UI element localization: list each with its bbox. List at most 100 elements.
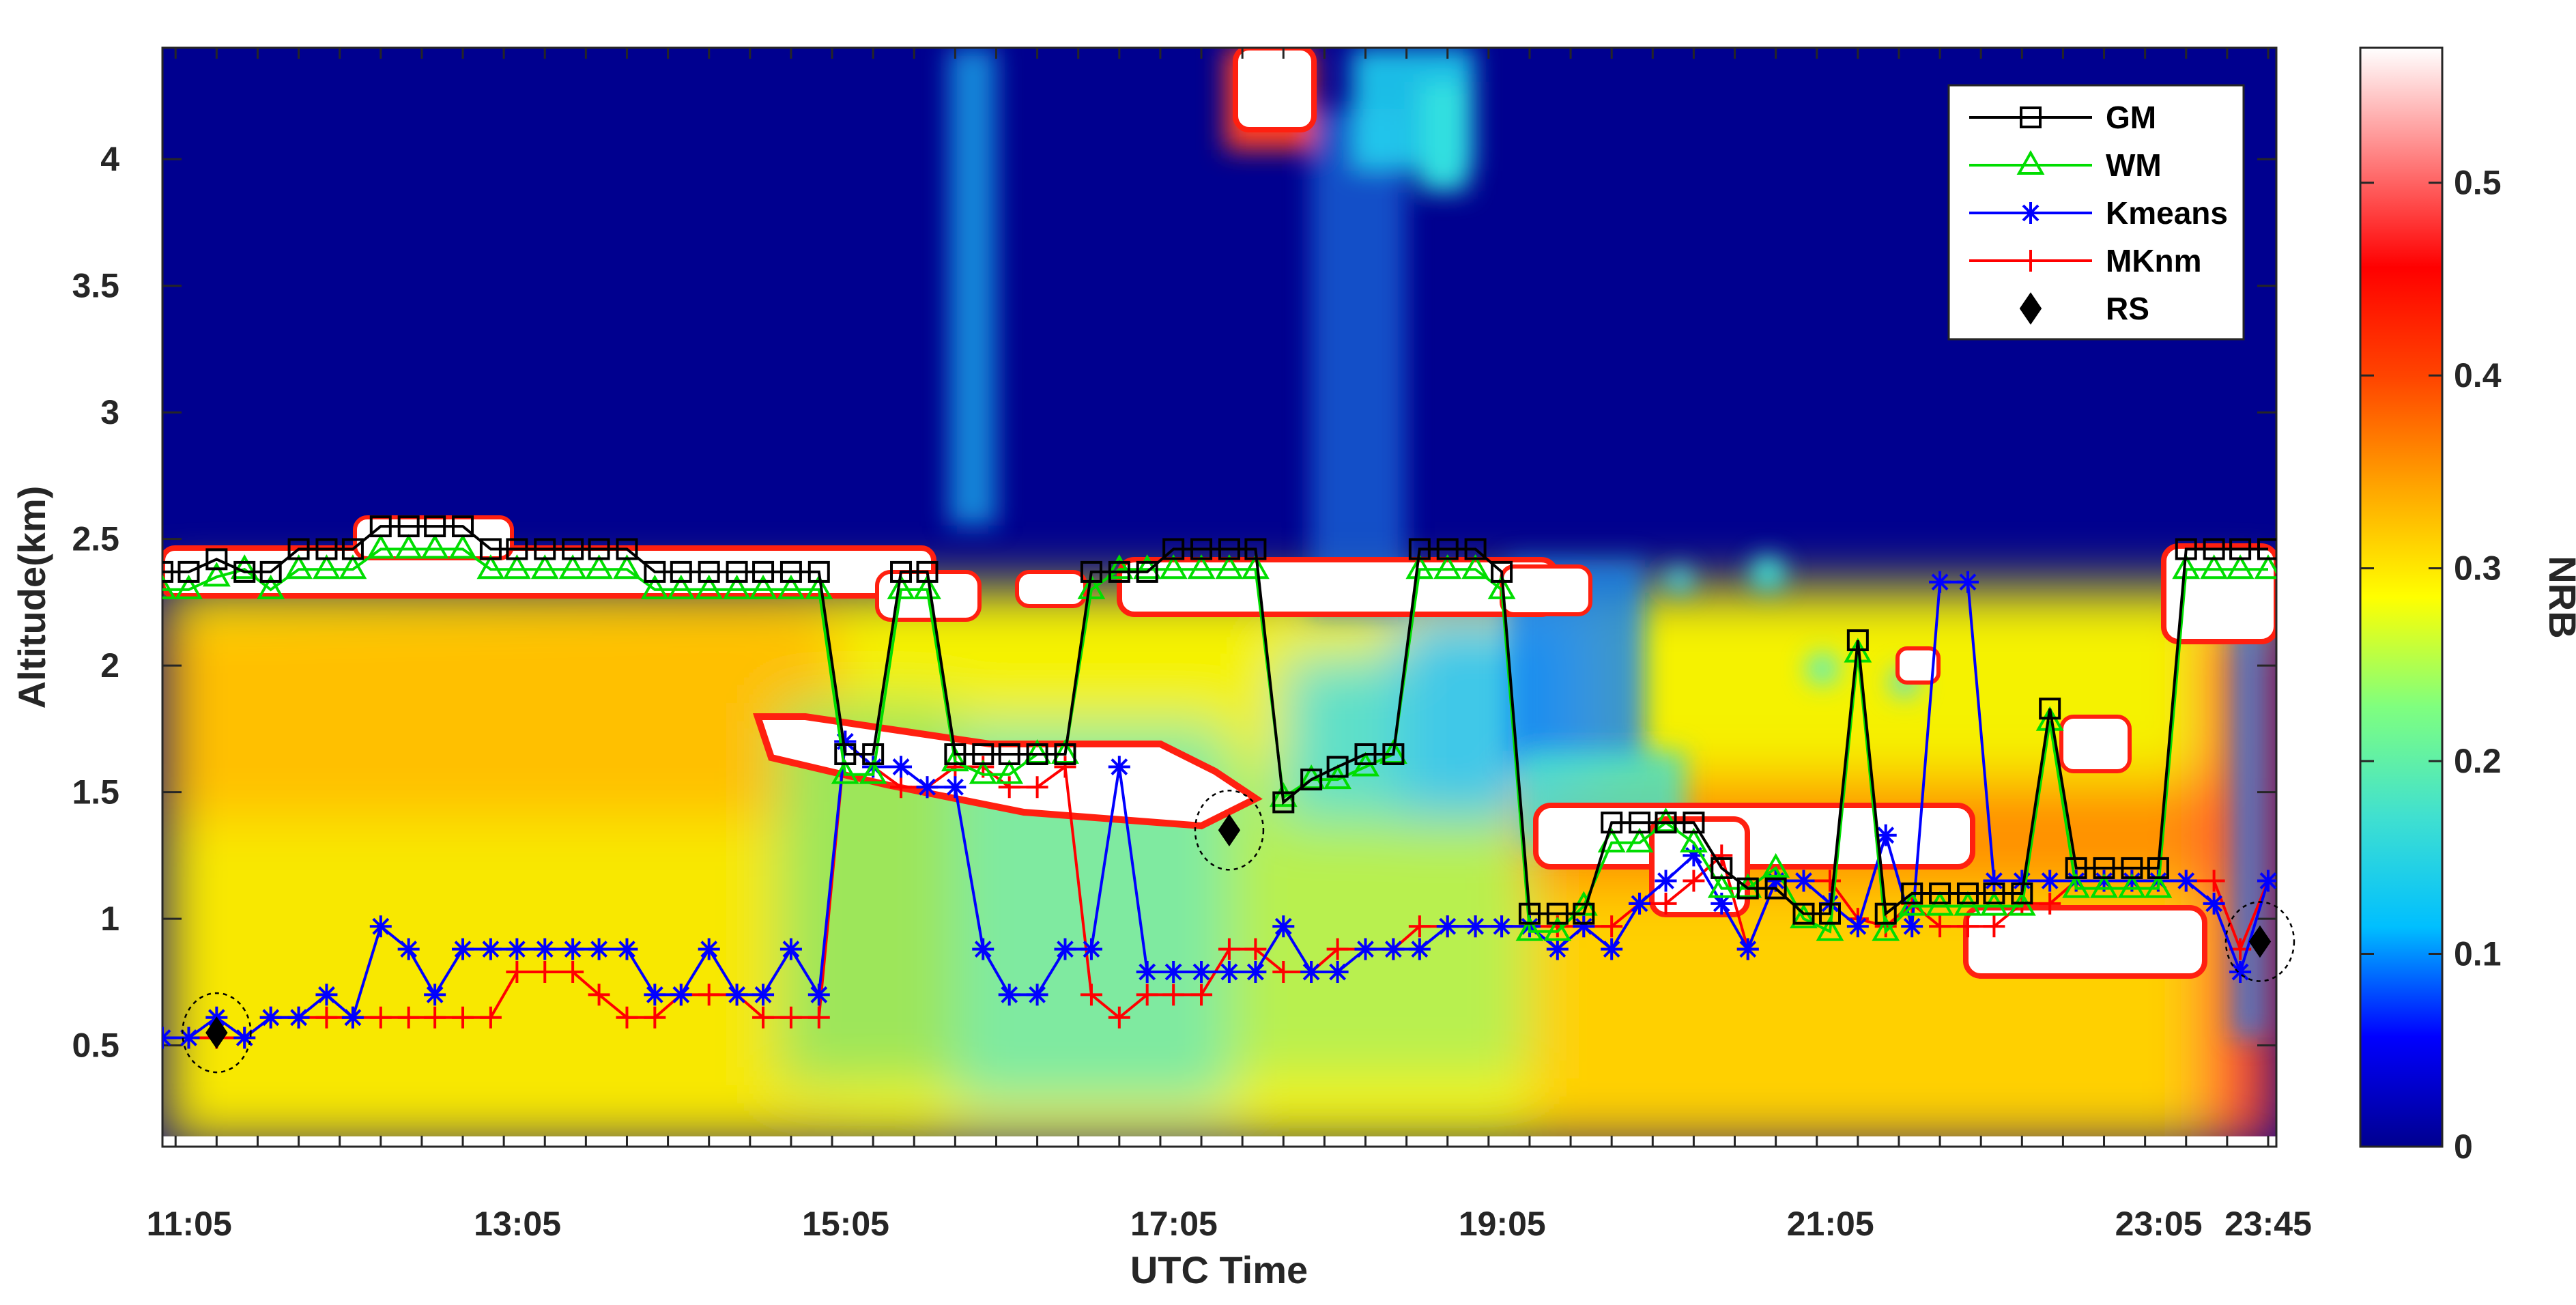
- gm-point: [890, 560, 913, 583]
- kmeans-point: [1764, 870, 1787, 892]
- kmeans-point: [2203, 892, 2225, 915]
- wm-point: [448, 534, 477, 559]
- y-tick-label: 3.5: [72, 267, 119, 305]
- wm-point: [476, 554, 505, 579]
- x-tick-label: 21:05: [1787, 1205, 1874, 1243]
- gm-point: [162, 560, 173, 583]
- kmeans-point: [1436, 915, 1459, 938]
- gm-point: [341, 538, 364, 560]
- colorbar-tick-label: 0: [2454, 1128, 2473, 1166]
- mknm-point: [2039, 892, 2061, 915]
- kmeans-point: [972, 938, 994, 960]
- gm-point: [670, 560, 692, 583]
- wm-point: [420, 534, 449, 559]
- kmeans-point: [726, 984, 748, 1006]
- wm-point: [1241, 554, 1270, 579]
- mknm-point: [1601, 915, 1623, 938]
- wm-point: [1433, 554, 1462, 579]
- colorbar-tick-label: 0.1: [2454, 935, 2502, 973]
- mknm-point: [1408, 915, 1431, 938]
- wm-point: [558, 554, 587, 579]
- wm-point: [913, 574, 941, 599]
- mknm-point: [1190, 984, 1213, 1006]
- gm-point: [726, 560, 748, 583]
- wm-point: [1187, 554, 1216, 579]
- gm-point: [1300, 769, 1323, 791]
- y-axis-ticks: 0.5 1 1.5 2 2.5 3 3.5 4: [72, 140, 2276, 1065]
- kmeans-point: [233, 1027, 256, 1049]
- colorbar-label: NRB: [2541, 556, 2576, 638]
- colorbar-tick-label: 0.3: [2454, 549, 2502, 588]
- wm-point: [695, 574, 724, 599]
- colorbar: 0 0.1 0.2 0.3 0.4 0.5 NRB: [2359, 46, 2576, 1166]
- x-tick-label: 23:05: [2115, 1205, 2203, 1243]
- kmeans-point: [1218, 961, 1240, 984]
- gm-point: [1354, 743, 1377, 765]
- gm-point: [562, 538, 584, 560]
- colorbar-tick-label: 0.4: [2454, 356, 2502, 395]
- legend-items: GM WM Kmeans MKnm RS: [1969, 100, 2228, 326]
- kmeans-point: [177, 1027, 200, 1049]
- mknm-point: [1929, 915, 1951, 938]
- legend-item-wm: WM: [1969, 147, 2162, 183]
- gm-point: [834, 743, 857, 765]
- legend-marker: [2016, 149, 2045, 175]
- kmeans-point: [452, 938, 474, 960]
- gm-point: [1244, 538, 1267, 560]
- kmeans-point: [944, 776, 967, 799]
- y-tick-label: 1: [100, 900, 119, 938]
- kmeans-point: [562, 938, 584, 960]
- rs-point: [2248, 925, 2272, 958]
- gm-point: [233, 560, 256, 583]
- wm-point: [1762, 852, 1790, 878]
- wm-point: [1707, 873, 1736, 898]
- gm-point: [1546, 902, 1569, 925]
- gm-point: [1136, 560, 1158, 583]
- kmeans-point: [1026, 984, 1048, 1006]
- gm-point: [287, 538, 310, 560]
- gm-point: [1874, 902, 1897, 925]
- mknm-point: [890, 776, 913, 799]
- gm-point: [1601, 812, 1623, 834]
- wm-point: [162, 574, 177, 599]
- mknm-point: [644, 1006, 666, 1029]
- gm-point: [1491, 560, 1513, 583]
- kmeans-point: [1683, 844, 1705, 867]
- mknm-point: [752, 1006, 775, 1029]
- gm-point: [1846, 629, 1869, 652]
- gm-point: [1818, 902, 1841, 925]
- series-line-wm: [162, 547, 2268, 935]
- wm-point: [2090, 873, 2118, 898]
- x-tick-label: 19:05: [1459, 1205, 1546, 1243]
- legend-item-mknm: MKnm: [1969, 243, 2202, 278]
- kmeans-point: [1382, 938, 1405, 960]
- gm-point: [1792, 902, 1815, 925]
- gm-point: [1218, 538, 1240, 560]
- x-axis-label: UTC Time: [1130, 1248, 1308, 1291]
- gm-point: [1026, 743, 1048, 765]
- wm-point: [2062, 873, 2091, 898]
- wm-point: [2226, 554, 2255, 579]
- mknm-point: [1218, 938, 1240, 960]
- mknm-point: [1326, 938, 1349, 960]
- y-tick-label: 0.5: [72, 1027, 119, 1065]
- wm-point: [1159, 554, 1188, 579]
- mknm-point: [1956, 915, 1979, 938]
- kmeans-point: [1326, 961, 1349, 984]
- gm-point: [2257, 538, 2276, 560]
- kmeans-point: [534, 938, 556, 960]
- kmeans-point: [1162, 961, 1185, 984]
- wm-point: [1487, 574, 1516, 599]
- gm-point: [2039, 698, 2061, 720]
- kmeans-point: [315, 984, 338, 1006]
- kmeans-point: [1901, 915, 1923, 938]
- wm-point: [257, 574, 285, 599]
- kmeans-point: [1629, 892, 1651, 915]
- wm-point: [202, 562, 231, 587]
- mknm-point: [588, 984, 610, 1006]
- y-tick-label: 2: [100, 646, 119, 685]
- y-tick-label: 2.5: [72, 520, 119, 558]
- kmeans-point: [259, 1006, 282, 1029]
- wm-point: [969, 759, 997, 784]
